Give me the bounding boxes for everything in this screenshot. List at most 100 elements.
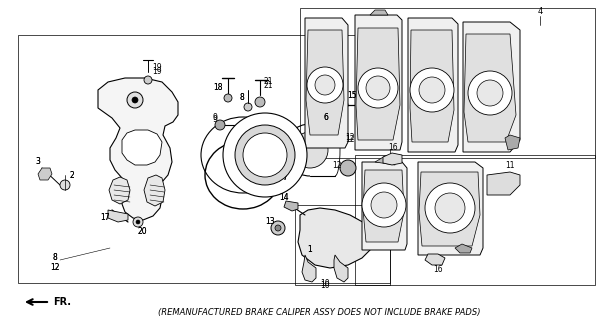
Polygon shape — [144, 175, 165, 206]
Text: 2: 2 — [69, 171, 74, 180]
Polygon shape — [302, 255, 316, 282]
Circle shape — [144, 76, 152, 84]
Polygon shape — [375, 156, 395, 165]
Text: 12: 12 — [345, 133, 355, 142]
Text: 6: 6 — [324, 114, 328, 123]
Circle shape — [133, 217, 143, 227]
Circle shape — [224, 94, 232, 102]
Polygon shape — [108, 210, 128, 222]
Text: FR.: FR. — [53, 297, 71, 307]
Circle shape — [435, 193, 465, 223]
Text: 8: 8 — [240, 93, 245, 102]
Circle shape — [235, 125, 295, 185]
Circle shape — [127, 92, 143, 108]
Circle shape — [243, 133, 287, 177]
Text: 4: 4 — [538, 7, 542, 17]
Circle shape — [340, 160, 356, 176]
Polygon shape — [383, 153, 402, 165]
Text: 3: 3 — [35, 157, 41, 166]
Circle shape — [419, 77, 445, 103]
Text: 12: 12 — [332, 161, 341, 170]
Polygon shape — [370, 10, 388, 15]
Polygon shape — [410, 30, 454, 142]
Text: 11: 11 — [505, 161, 515, 170]
Polygon shape — [355, 15, 402, 150]
Polygon shape — [334, 255, 348, 282]
Text: 21: 21 — [263, 81, 273, 90]
Text: 13: 13 — [265, 218, 275, 227]
Circle shape — [136, 220, 140, 224]
Circle shape — [223, 113, 307, 197]
Text: 12: 12 — [345, 135, 355, 145]
Polygon shape — [306, 30, 344, 135]
Polygon shape — [305, 18, 348, 148]
Polygon shape — [362, 162, 407, 250]
Circle shape — [410, 68, 454, 112]
Text: 2: 2 — [69, 171, 74, 180]
Polygon shape — [505, 135, 520, 150]
Text: 15: 15 — [347, 92, 357, 100]
Polygon shape — [408, 18, 458, 152]
Polygon shape — [98, 78, 178, 220]
Polygon shape — [419, 172, 480, 246]
Text: 18: 18 — [213, 84, 222, 92]
Polygon shape — [122, 130, 162, 165]
Polygon shape — [487, 172, 520, 195]
Text: 6: 6 — [324, 114, 328, 123]
Text: 21: 21 — [263, 77, 273, 86]
Text: 9: 9 — [212, 116, 218, 124]
Polygon shape — [284, 201, 298, 211]
Text: 8: 8 — [240, 92, 245, 101]
Polygon shape — [109, 177, 130, 204]
Text: 10: 10 — [320, 279, 330, 289]
Circle shape — [477, 80, 503, 106]
Circle shape — [315, 75, 335, 95]
Text: 1: 1 — [307, 245, 312, 254]
Circle shape — [366, 76, 390, 100]
Polygon shape — [363, 170, 404, 242]
Circle shape — [132, 97, 138, 103]
Text: 15: 15 — [347, 92, 357, 100]
Text: 16: 16 — [388, 143, 398, 153]
Circle shape — [307, 67, 343, 103]
Text: 3: 3 — [35, 157, 41, 166]
Text: 9: 9 — [212, 114, 218, 123]
Polygon shape — [464, 34, 516, 142]
Text: 17: 17 — [100, 213, 110, 222]
Circle shape — [292, 132, 328, 168]
Text: 10: 10 — [320, 281, 330, 290]
Text: 12: 12 — [50, 262, 60, 271]
Polygon shape — [455, 244, 472, 253]
Circle shape — [425, 183, 475, 233]
Text: 19: 19 — [152, 68, 162, 76]
Circle shape — [275, 225, 281, 231]
Polygon shape — [418, 162, 483, 255]
Text: 8: 8 — [53, 253, 57, 262]
Polygon shape — [356, 28, 400, 140]
Text: 14: 14 — [279, 193, 289, 202]
Text: 19: 19 — [152, 63, 162, 73]
Circle shape — [255, 97, 265, 107]
Text: 14: 14 — [279, 193, 289, 202]
Text: 8: 8 — [53, 253, 57, 262]
Text: 12: 12 — [50, 263, 60, 273]
Text: 17: 17 — [100, 213, 110, 222]
Text: 16: 16 — [433, 266, 443, 275]
Polygon shape — [463, 22, 520, 152]
Circle shape — [362, 183, 406, 227]
Text: (REMANUFACTURED BRAKE CALIPER ASSY DOES NOT INCLUDE BRAKE PADS): (REMANUFACTURED BRAKE CALIPER ASSY DOES … — [158, 308, 480, 317]
Text: 13: 13 — [265, 218, 275, 227]
Text: 7: 7 — [283, 173, 288, 182]
Polygon shape — [38, 168, 52, 180]
Polygon shape — [425, 254, 445, 265]
Text: 20: 20 — [137, 228, 147, 236]
Text: 20: 20 — [137, 228, 147, 236]
Circle shape — [371, 192, 397, 218]
Polygon shape — [298, 208, 375, 268]
Circle shape — [60, 180, 70, 190]
Circle shape — [215, 120, 225, 130]
Circle shape — [358, 68, 398, 108]
Text: 1: 1 — [307, 245, 312, 254]
Circle shape — [244, 103, 252, 111]
Circle shape — [271, 221, 285, 235]
